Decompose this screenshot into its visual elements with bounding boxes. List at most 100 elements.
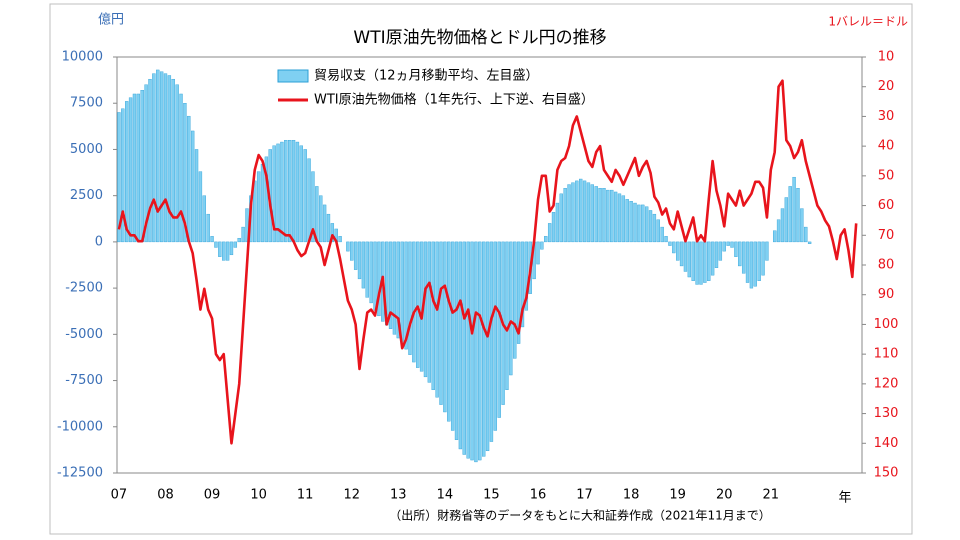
bar (668, 241, 672, 246)
bar (516, 241, 521, 344)
bar (703, 241, 707, 283)
bar (753, 241, 757, 287)
bar (396, 241, 400, 339)
bar (202, 195, 206, 243)
bar (156, 69, 160, 243)
x-tick-label: 12 (343, 488, 360, 503)
bar (388, 241, 393, 329)
y-tick-label: 7500 (70, 96, 103, 111)
bar (555, 202, 560, 243)
bar (695, 241, 699, 285)
bar (551, 212, 556, 243)
bar (547, 223, 552, 243)
bar (788, 186, 792, 243)
bar (656, 219, 660, 243)
bar (784, 197, 789, 243)
bar (117, 112, 121, 243)
bar (284, 139, 288, 243)
bar (505, 241, 509, 391)
bar (222, 241, 226, 261)
bar (714, 241, 719, 268)
bar (326, 213, 331, 243)
x-axis-unit: 年 (838, 491, 851, 506)
bar (652, 213, 657, 243)
bar (152, 73, 156, 243)
bar (295, 141, 300, 243)
y-tick-label: -2500 (65, 281, 103, 296)
bar (408, 241, 412, 355)
bar (679, 241, 684, 267)
bar (792, 176, 796, 243)
bar (427, 241, 432, 383)
bar (644, 206, 649, 243)
bar (741, 241, 746, 274)
y-tick-label: -10000 (57, 419, 103, 434)
bar (478, 241, 482, 461)
bar (540, 241, 544, 250)
bar (237, 237, 241, 243)
bar (392, 241, 397, 335)
x-tick-label: 10 (250, 488, 267, 503)
bar (264, 156, 269, 243)
bar (175, 84, 179, 243)
bar (423, 241, 428, 378)
bar (260, 164, 265, 243)
bar (672, 241, 676, 254)
bar (590, 184, 594, 243)
bar (167, 75, 172, 243)
y2-tick-label: 120 (874, 376, 899, 391)
bar (474, 241, 478, 463)
bar (439, 241, 443, 405)
bar (676, 241, 680, 261)
bar (194, 149, 199, 243)
bar (357, 241, 362, 280)
bar (520, 241, 525, 328)
bar (148, 78, 152, 243)
legend-label: 貿易収支（12ヵ月移動平均、左目盛） (314, 69, 539, 84)
bar (485, 241, 490, 452)
bar (606, 189, 610, 243)
bar (361, 241, 366, 289)
bar (435, 241, 439, 398)
y2-tick-label: 20 (878, 79, 895, 94)
x-tick-label: 08 (157, 488, 174, 503)
y-tick-label: 10000 (62, 50, 103, 65)
y-axis-unit: 億円 (98, 12, 124, 28)
bar (311, 171, 315, 243)
y2-tick-label: 60 (878, 198, 895, 213)
bar (125, 101, 129, 243)
bar (322, 204, 327, 243)
bar (807, 241, 812, 244)
bar (163, 73, 168, 243)
bar (365, 241, 369, 298)
bar (804, 226, 808, 243)
bar (493, 241, 497, 431)
bar (582, 180, 587, 243)
bar (745, 241, 750, 283)
x-tick-label: 14 (437, 488, 454, 503)
bar (458, 241, 463, 450)
bar (338, 236, 342, 243)
bar (233, 241, 238, 248)
y2-tick-label: 70 (878, 228, 895, 243)
bar (567, 184, 571, 243)
x-tick-label: 21 (763, 488, 780, 503)
x-tick-label: 20 (716, 488, 733, 503)
bar (738, 241, 742, 267)
bar (466, 241, 470, 459)
bar (470, 241, 474, 461)
legend-swatch (277, 69, 309, 83)
bar (291, 139, 296, 243)
bar (699, 241, 703, 285)
bar (121, 108, 125, 243)
bar (707, 241, 711, 281)
bar (780, 208, 785, 243)
line-series (117, 79, 858, 445)
bar (319, 195, 323, 243)
bar (280, 141, 284, 243)
bar (346, 241, 350, 252)
bar (524, 241, 529, 311)
y2-tick-label: 100 (874, 317, 899, 332)
bar (586, 182, 591, 243)
bar (579, 178, 583, 243)
